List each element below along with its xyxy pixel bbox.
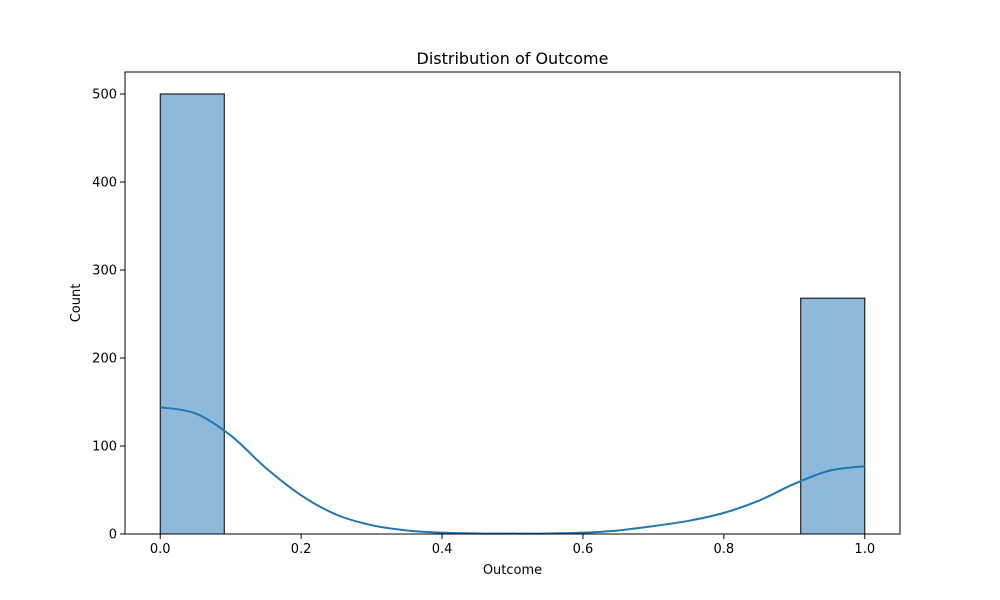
x-tick-label: 0.0: [150, 542, 171, 557]
y-tick-label: 200: [92, 352, 117, 367]
x-tick-label: 1.0: [854, 542, 875, 557]
y-axis-label: Count: [69, 284, 84, 323]
plot-frame: [124, 71, 901, 535]
x-tick-label: 0.6: [573, 542, 594, 557]
x-axis: 0.0 0.2 0.4 0.6 0.8 1.0: [150, 534, 875, 557]
y-tick-label: 300: [92, 264, 117, 279]
y-axis: 0 100 200 300 400 500: [92, 88, 125, 543]
x-tick-label: 0.4: [432, 542, 453, 557]
y-tick-label: 0: [109, 528, 117, 543]
y-tick-label: 500: [92, 88, 117, 103]
bars-layer: [159, 93, 866, 535]
chart-title: Distribution of Outcome: [417, 49, 609, 68]
y-tick-label: 400: [92, 176, 117, 191]
y-tick-label: 100: [92, 440, 117, 455]
histogram-bar-0: [159, 93, 225, 535]
histogram-bar-10: [800, 297, 866, 535]
x-tick-label: 0.2: [291, 542, 312, 557]
x-axis-label: Outcome: [483, 563, 542, 578]
x-tick-label: 0.8: [714, 542, 735, 557]
